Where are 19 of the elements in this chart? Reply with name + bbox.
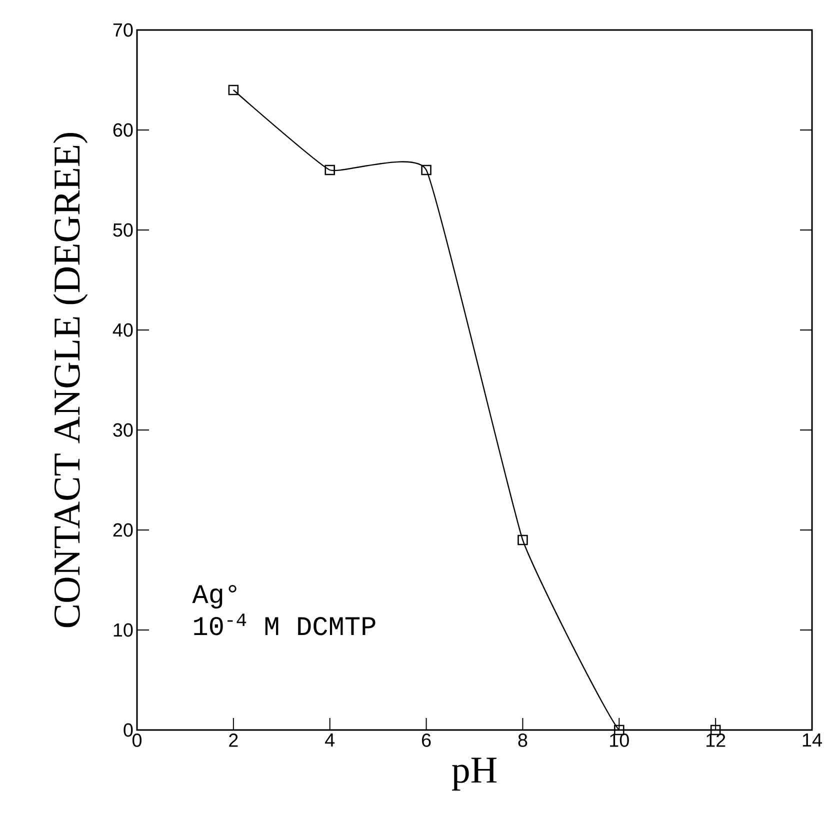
x-tick-label: 2	[229, 734, 238, 747]
x-tick-label: 14	[802, 734, 822, 747]
y-tick-label: 40	[112, 323, 133, 337]
x-tick-label: 8	[518, 734, 528, 747]
y-tick-label: 50	[113, 223, 133, 237]
y-tick-label: 70	[113, 23, 133, 37]
x-tick-label: 0	[132, 734, 142, 747]
y-tick-label: 10	[114, 623, 133, 637]
x-axis-title: pH	[452, 758, 497, 791]
annotation: 10$^{-4}$ M DCMTP	[194, 614, 376, 636]
y-axis-title: CONTACT ANGLE (DEGREE)	[53, 132, 88, 628]
annotation: Ag°	[192, 584, 236, 609]
y-tick-label: 20	[113, 523, 133, 537]
x-tick-label: 4	[325, 734, 335, 747]
y-tick-label: 30	[113, 423, 133, 437]
x-tick-label: 10	[610, 734, 629, 747]
y-tick-label: 60	[113, 123, 133, 137]
x-tick-label: 6	[422, 734, 431, 747]
y-tick-label: 0	[124, 723, 133, 737]
